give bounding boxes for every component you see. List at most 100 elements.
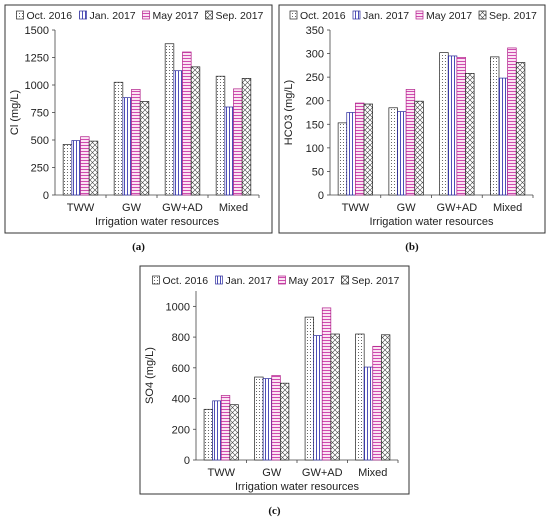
legend-label-oct-2016: Oct. 2016 — [27, 10, 73, 22]
legend-swatch-jan-2017 — [352, 10, 361, 20]
bar-mixed-may-2017 — [372, 345, 382, 461]
y-tick-label: 1250 — [25, 53, 49, 65]
bar-mixed-may-2017 — [233, 88, 243, 196]
legend-label-jan-2017: Jan. 2017 — [90, 10, 136, 22]
x-tick-label-tww: TWW — [342, 202, 370, 214]
y-tick-label: 1000 — [25, 80, 49, 92]
legend-label-oct-2016: Oct. 2016 — [300, 10, 346, 22]
panel-label: (c) — [268, 505, 281, 517]
x-tick-label-mixed: Mixed — [219, 202, 248, 214]
legend-swatch-may-2017 — [142, 10, 150, 20]
bar-tww-may-2017 — [80, 136, 90, 196]
bar-mixed-sep-2017 — [241, 78, 252, 196]
chart-panel-b: Oct. 2016 Jan. 2017 May 2017 Sep. 2017 0 50 10… — [278, 4, 546, 253]
x-tick-label-gw: GW — [262, 467, 282, 479]
legend-swatch-sep-2017 — [205, 10, 213, 20]
legend-label-sep-2017: Sep. 2017 — [216, 10, 264, 22]
bar-gw-jan-2017 — [397, 111, 407, 196]
bar-gw-ad-may-2017 — [182, 51, 192, 196]
y-tick-label: 200 — [172, 424, 190, 436]
y-tick-label: 150 — [306, 119, 324, 131]
x-tick-label-tww: TWW — [208, 467, 236, 479]
legend-swatch-jan-2017 — [79, 10, 87, 20]
legend-swatch-sep-2017 — [341, 275, 349, 285]
y-tick-label: 750 — [31, 108, 49, 120]
bar-gw-ad-may-2017 — [456, 56, 466, 196]
bar-mixed-sep-2017 — [515, 62, 526, 196]
bar-gw-ad-jan-2017 — [447, 55, 458, 196]
y-tick-label: 50 — [312, 166, 324, 178]
chart-frame — [278, 4, 546, 234]
bar-gw-ad-jan-2017 — [313, 335, 323, 461]
y-tick-label: 350 — [306, 25, 324, 37]
x-tick-label-gw-ad: GW+AD — [302, 467, 343, 479]
bar-tww-oct-2016 — [62, 144, 73, 196]
y-tick-label: 0 — [184, 455, 190, 467]
bar-gw-sep-2017 — [414, 100, 424, 196]
legend-swatch-oct-2016 — [289, 10, 298, 20]
legend-label-jan-2017: Jan. 2017 — [363, 10, 409, 22]
y-tick-label: 1500 — [25, 25, 49, 37]
legend-swatch-oct-2016 — [152, 275, 160, 285]
bar-tww-jan-2017 — [346, 112, 356, 196]
bar-gw-jan-2017 — [122, 97, 132, 196]
y-tick-label: 250 — [306, 72, 324, 84]
bar-tww-sep-2017 — [363, 103, 373, 196]
bar-tww-jan-2017 — [212, 400, 222, 461]
x-axis-title: Irrigation water resources — [95, 216, 220, 228]
bar-gw-may-2017 — [405, 89, 416, 196]
y-tick-label: 600 — [172, 363, 190, 375]
x-axis-title: Irrigation water resources — [369, 216, 494, 228]
bar-gw-may-2017 — [131, 89, 141, 196]
bar-gw-ad-jan-2017 — [173, 70, 183, 196]
legend-label-jan-2017: Jan. 2017 — [226, 275, 272, 287]
legend-label-may-2017: May 2017 — [289, 275, 335, 287]
y-tick-label: 800 — [172, 332, 190, 344]
bar-gw-ad-oct-2016 — [304, 316, 315, 461]
bar-tww-sep-2017 — [229, 404, 239, 461]
y-axis-title: Cl (mg/L) — [9, 90, 21, 135]
legend-swatch-may-2017 — [278, 275, 286, 285]
bar-tww-oct-2016 — [203, 408, 214, 461]
bar-gw-oct-2016 — [254, 376, 264, 461]
x-tick-label-mixed: Mixed — [493, 202, 522, 214]
bar-gw-ad-sep-2017 — [465, 73, 475, 196]
legend-label-may-2017: May 2017 — [153, 10, 199, 22]
bar-mixed-oct-2016 — [215, 75, 226, 196]
y-tick-label: 100 — [306, 143, 324, 155]
chart-frame — [139, 265, 410, 495]
bar-mixed-jan-2017 — [224, 106, 234, 196]
y-tick-label: 0 — [318, 190, 324, 202]
chart-panel-c: Oct. 2016 Jan. 2017 May 2017 Sep. 2017 0 200 4… — [139, 265, 410, 517]
x-tick-label-gw-ad: GW+AD — [162, 202, 203, 214]
y-tick-label: 500 — [31, 135, 49, 147]
bar-mixed-jan-2017 — [498, 77, 508, 196]
bar-mixed-jan-2017 — [363, 366, 374, 461]
legend-swatch-oct-2016 — [16, 10, 24, 20]
legend-label-oct-2016: Oct. 2016 — [163, 275, 209, 287]
bar-tww-jan-2017 — [71, 140, 81, 196]
bar-mixed-oct-2016 — [355, 333, 365, 461]
y-tick-label: 1000 — [166, 301, 190, 313]
y-tick-label: 200 — [306, 96, 324, 108]
bar-gw-ad-sep-2017 — [330, 333, 340, 461]
bar-gw-may-2017 — [271, 375, 281, 461]
y-tick-label: 250 — [31, 163, 49, 175]
legend-label-sep-2017: Sep. 2017 — [352, 275, 400, 287]
legend-label-may-2017: May 2017 — [426, 10, 472, 22]
bar-gw-sep-2017 — [279, 382, 290, 461]
y-tick-label: 0 — [43, 190, 49, 202]
y-tick-label: 400 — [172, 394, 190, 406]
bar-gw-oct-2016 — [388, 107, 398, 196]
legend-label-sep-2017: Sep. 2017 — [489, 10, 537, 22]
x-tick-label-gw: GW — [397, 202, 417, 214]
panel-label: (b) — [405, 241, 419, 253]
bar-tww-sep-2017 — [88, 140, 99, 196]
x-tick-label-tww: TWW — [67, 202, 95, 214]
bar-gw-ad-oct-2016 — [164, 43, 175, 196]
bar-gw-ad-oct-2016 — [439, 52, 449, 196]
chart-panel-a: Oct. 2016 Jan. 2017 May 2017 Sep. 2017 0 250 5… — [4, 4, 273, 253]
bar-gw-ad-may-2017 — [321, 307, 332, 461]
y-axis-title: SO4 (mg/L) — [144, 347, 156, 404]
